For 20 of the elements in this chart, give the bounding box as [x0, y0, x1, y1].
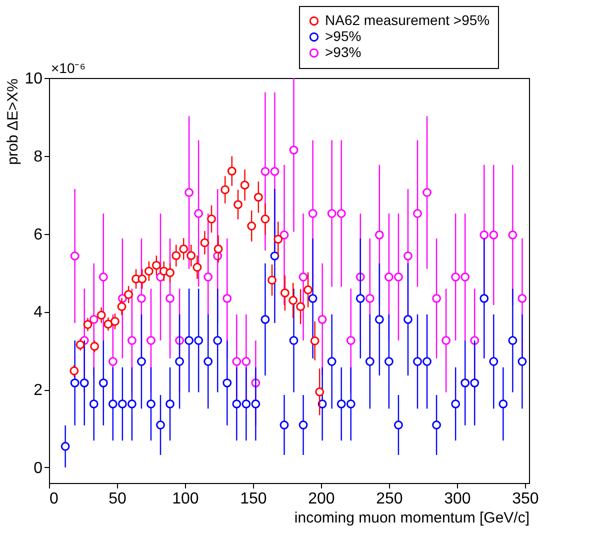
x-tick-label: 0	[50, 490, 58, 508]
legend-label: NA62 measurement >95%	[325, 12, 490, 28]
x-tick-label: 250	[376, 490, 403, 508]
legend-label: >93%	[325, 44, 362, 60]
y-axis-title: prob ΔE>X%	[4, 78, 22, 165]
y-tick-label: 4	[34, 304, 43, 322]
y-tick-label: 10	[24, 70, 43, 88]
text: ×10⁻⁶	[51, 60, 86, 76]
x-tick-label: 300	[444, 490, 471, 508]
x-axis-title: incoming muon momentum [GeV/c]	[294, 510, 530, 526]
x-tick-label: 50	[108, 490, 126, 508]
y-tick-label: 0	[34, 460, 43, 477]
legend-label: >95%	[325, 28, 362, 44]
y-tick-label: 2	[34, 382, 43, 400]
y-tick-label: 8	[34, 148, 43, 166]
x-tick-label: 200	[308, 490, 335, 508]
x-tick-label: 150	[240, 490, 267, 508]
x-tick-label: 350	[512, 490, 539, 508]
x-tick-label: 100	[172, 490, 199, 508]
y-tick-label: 6	[34, 226, 43, 244]
